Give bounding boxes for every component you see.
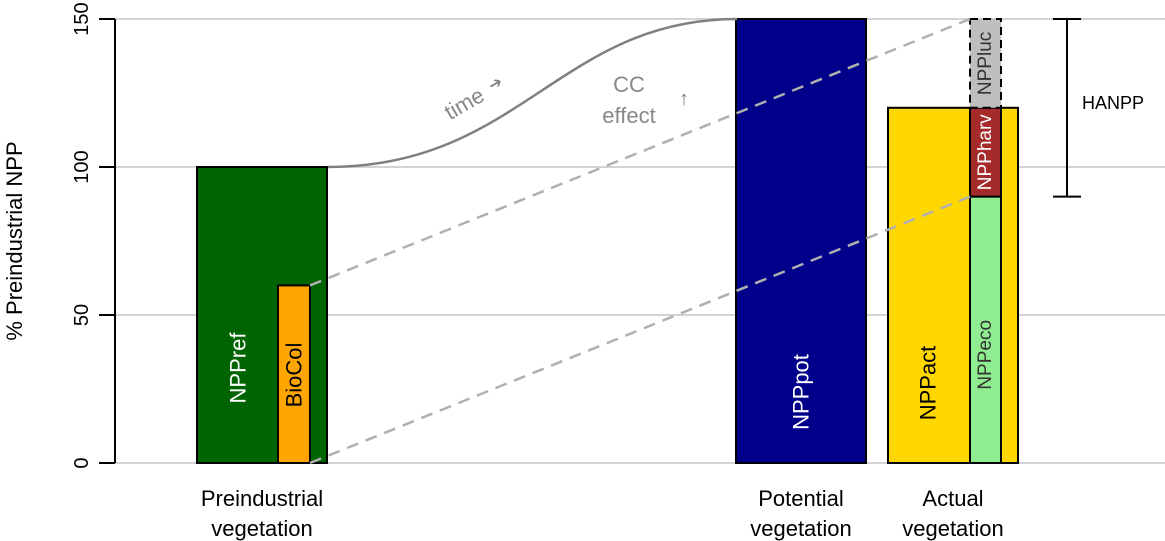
- label-nppref: NPPref: [226, 332, 251, 404]
- dashed-line-biocol-top: [309, 17, 971, 287]
- category-label-0-1: vegetation: [211, 516, 313, 541]
- annotation-cc-arrow: ↑: [679, 88, 689, 110]
- y-tick-label-100: 100: [71, 150, 93, 183]
- stack-nppharv: [969, 106, 1002, 198]
- annotation-time: time: [440, 82, 488, 124]
- label-nppharv: NPPharv: [975, 114, 996, 191]
- y-axis-title: % Preindustrial NPP: [2, 141, 27, 340]
- label-nppeco: NPPeco: [975, 320, 996, 390]
- category-label-1-1: vegetation: [750, 516, 852, 541]
- category-label-1-0: Potential: [758, 486, 844, 511]
- annotation-time-arrow: ➔: [486, 73, 506, 94]
- labels-layer: 0 50 100 150 % Preindustrial NPP time➔ CC effec…: [2, 2, 1144, 541]
- annotation-effect: effect: [602, 103, 655, 128]
- hanpp-label: HANPP: [1082, 93, 1144, 113]
- bar-npppot: [735, 18, 867, 464]
- annotation-cc: CC: [613, 72, 645, 97]
- time-curve: [327, 17, 738, 169]
- category-label-2-0: Actual: [922, 486, 983, 511]
- label-nppluc: NPPluc: [975, 32, 996, 95]
- bars-layer: [196, 18, 1019, 465]
- y-tick-label-50: 50: [71, 304, 93, 326]
- y-tick-label-0: 0: [71, 457, 93, 468]
- stack-nppluc: [969, 18, 1002, 109]
- bar-biocol: [277, 284, 311, 464]
- y-tick-label-150: 150: [71, 2, 93, 35]
- label-nppact: NPPact: [916, 346, 941, 421]
- dashed-line-biocol-bottom: [309, 195, 971, 465]
- category-label-0-0: Preindustrial: [201, 486, 323, 511]
- label-npppot: NPPpot: [789, 354, 814, 430]
- label-biocol: BioCol: [282, 343, 307, 408]
- overlay-lines: [309, 17, 1081, 465]
- category-label-2-1: vegetation: [902, 516, 1004, 541]
